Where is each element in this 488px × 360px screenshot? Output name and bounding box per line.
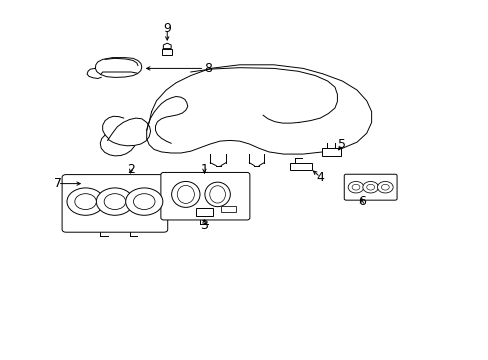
Text: 2: 2: [127, 163, 135, 176]
Ellipse shape: [171, 181, 200, 207]
Ellipse shape: [177, 185, 194, 203]
Circle shape: [377, 181, 392, 193]
Circle shape: [96, 188, 133, 215]
Text: 8: 8: [204, 62, 212, 75]
Text: 1: 1: [200, 163, 208, 176]
Circle shape: [351, 184, 359, 190]
Text: 6: 6: [357, 195, 365, 208]
Text: 7: 7: [54, 177, 61, 190]
FancyBboxPatch shape: [161, 172, 249, 220]
Circle shape: [381, 184, 388, 190]
Ellipse shape: [209, 186, 225, 203]
Circle shape: [125, 188, 163, 215]
Ellipse shape: [204, 182, 230, 207]
Circle shape: [362, 181, 378, 193]
Bar: [289, 163, 311, 170]
Text: 5: 5: [338, 138, 346, 151]
Bar: [162, 49, 172, 55]
Circle shape: [75, 194, 96, 210]
Circle shape: [67, 188, 104, 215]
Text: 3: 3: [200, 219, 208, 231]
Bar: [221, 206, 235, 212]
Circle shape: [133, 194, 155, 210]
Bar: [195, 208, 213, 216]
FancyBboxPatch shape: [344, 174, 396, 200]
Text: 9: 9: [163, 22, 171, 35]
Circle shape: [347, 181, 363, 193]
Circle shape: [366, 184, 374, 190]
Bar: [321, 148, 341, 156]
Circle shape: [104, 194, 125, 210]
FancyBboxPatch shape: [62, 175, 167, 232]
Text: 4: 4: [316, 171, 324, 184]
